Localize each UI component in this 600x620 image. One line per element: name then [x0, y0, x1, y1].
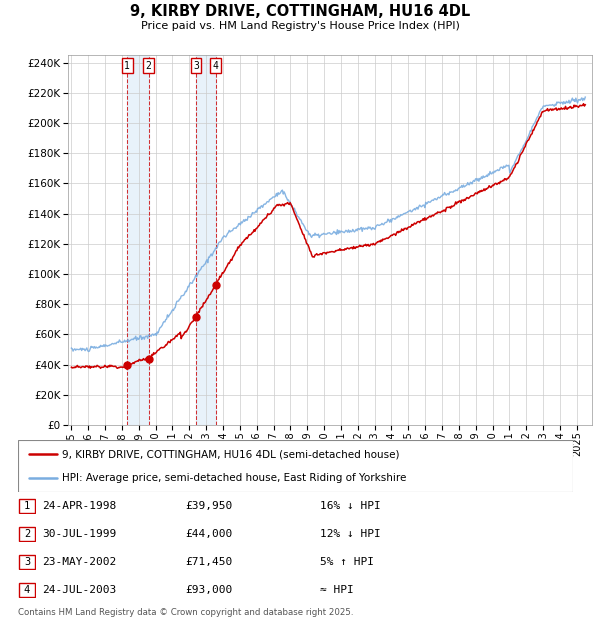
Text: 4: 4: [24, 585, 30, 595]
Text: 24-JUL-2003: 24-JUL-2003: [42, 585, 116, 595]
Text: 24-APR-1998: 24-APR-1998: [42, 501, 116, 511]
Text: 23-MAY-2002: 23-MAY-2002: [42, 557, 116, 567]
Bar: [127, 55, 149, 425]
Text: 5% ↑ HPI: 5% ↑ HPI: [320, 557, 374, 567]
FancyBboxPatch shape: [19, 527, 35, 541]
Text: Price paid vs. HM Land Registry's House Price Index (HPI): Price paid vs. HM Land Registry's House …: [140, 21, 460, 31]
Text: 1: 1: [124, 61, 130, 71]
FancyBboxPatch shape: [19, 583, 35, 597]
FancyBboxPatch shape: [18, 440, 573, 492]
Text: 3: 3: [24, 557, 30, 567]
Text: HPI: Average price, semi-detached house, East Riding of Yorkshire: HPI: Average price, semi-detached house,…: [62, 473, 407, 483]
FancyBboxPatch shape: [19, 499, 35, 513]
Text: 16% ↓ HPI: 16% ↓ HPI: [320, 501, 381, 511]
Text: 9, KIRBY DRIVE, COTTINGHAM, HU16 4DL (semi-detached house): 9, KIRBY DRIVE, COTTINGHAM, HU16 4DL (se…: [62, 449, 400, 459]
Text: ≈ HPI: ≈ HPI: [320, 585, 354, 595]
Text: 1: 1: [24, 501, 30, 511]
Text: £71,450: £71,450: [185, 557, 232, 567]
Bar: [196, 55, 215, 425]
Text: £44,000: £44,000: [185, 529, 232, 539]
FancyBboxPatch shape: [19, 555, 35, 569]
Text: £39,950: £39,950: [185, 501, 232, 511]
Text: 4: 4: [212, 61, 218, 71]
Text: 2: 2: [146, 61, 151, 71]
Text: 30-JUL-1999: 30-JUL-1999: [42, 529, 116, 539]
Text: 2: 2: [24, 529, 30, 539]
Text: Contains HM Land Registry data © Crown copyright and database right 2025.
This d: Contains HM Land Registry data © Crown c…: [18, 608, 353, 620]
Text: 9, KIRBY DRIVE, COTTINGHAM, HU16 4DL: 9, KIRBY DRIVE, COTTINGHAM, HU16 4DL: [130, 4, 470, 19]
Text: £93,000: £93,000: [185, 585, 232, 595]
Text: 12% ↓ HPI: 12% ↓ HPI: [320, 529, 381, 539]
Text: 3: 3: [193, 61, 199, 71]
